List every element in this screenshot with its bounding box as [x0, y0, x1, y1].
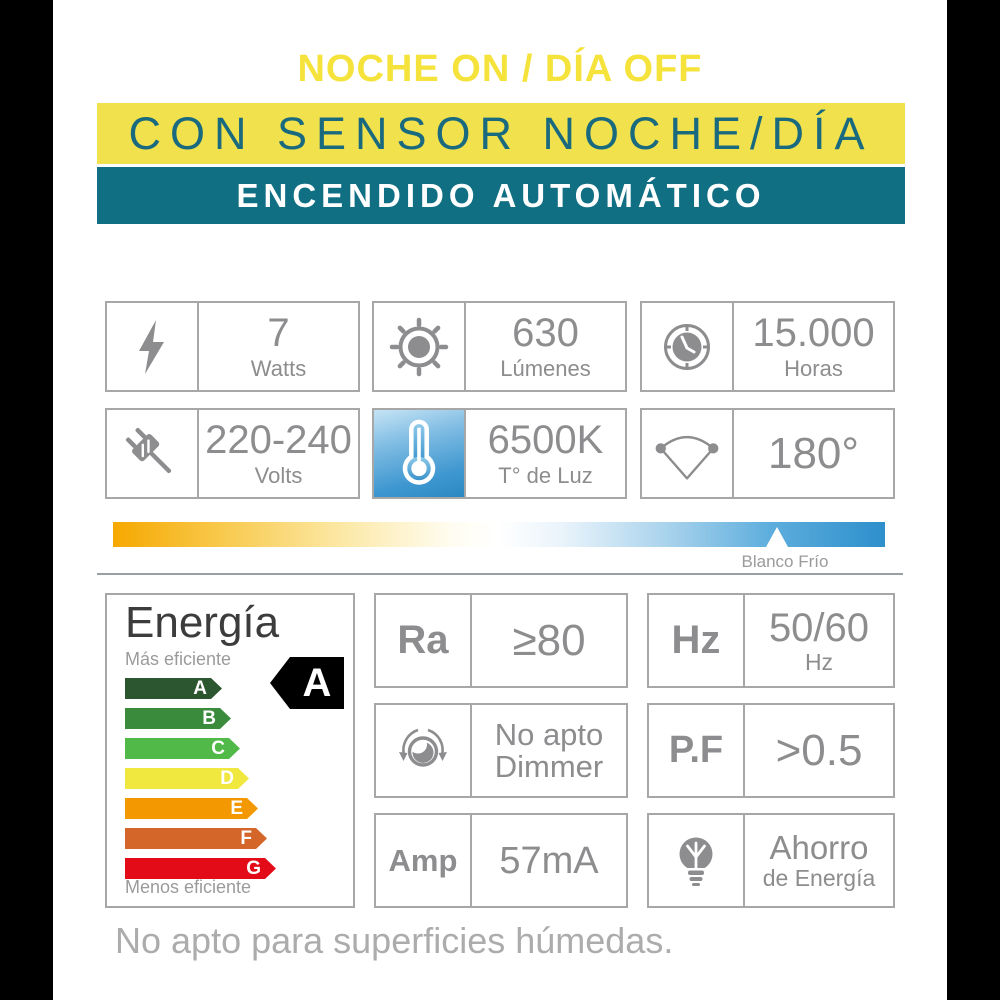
energy-class-A: A — [125, 678, 353, 699]
beam-angle-icon — [642, 410, 734, 497]
power-factor-key: P.F — [668, 729, 724, 771]
sensor-banner: CON SENSOR NOCHE/DÍA — [97, 103, 905, 164]
spec-value: 180° — [767, 428, 859, 478]
frequency-unit: Hz — [804, 648, 834, 675]
dimmer-line1: No apto — [494, 717, 604, 752]
spec-value: 6500K — [487, 418, 604, 462]
spec-energy-saving: Ahorro de Energía — [647, 813, 895, 908]
bulb-leaf-icon — [649, 815, 745, 906]
energy-bottom-note: Menos eficiente — [125, 877, 252, 897]
auto-on-banner: ENCENDIDO AUTOMÁTICO — [97, 167, 905, 224]
current-value: 57mA — [499, 839, 599, 882]
energy-saving-line2: de Energía — [762, 865, 876, 891]
current-key: Amp — [388, 842, 458, 878]
energy-class-G: G — [125, 858, 353, 879]
spec-value: 7 — [267, 311, 290, 355]
tagline: NOCHE ON / DÍA OFF — [297, 48, 703, 90]
thermometer-icon — [374, 410, 466, 497]
left-black-bar — [0, 0, 53, 1000]
energy-saving-line1: Ahorro — [769, 829, 869, 866]
spec-label: Lúmenes — [500, 356, 591, 381]
spec-value: 15.000 — [752, 311, 875, 355]
spec-hours: 15.000 Horas — [640, 301, 895, 392]
cri-key: Ra — [397, 618, 449, 662]
energy-rating-letter: A — [302, 660, 332, 705]
energy-rating-badge: A — [270, 657, 344, 709]
spec-frequency: Hz 50/60 Hz — [647, 593, 895, 688]
dimmer-icon — [376, 705, 472, 796]
spec-value: 630 — [512, 311, 579, 355]
spec-dimmer: No apto Dimmer — [374, 703, 628, 798]
spec-label: Horas — [784, 356, 843, 381]
energy-title: Energía — [125, 598, 280, 647]
energy-top-note: Más eficiente — [125, 649, 232, 669]
energy-class-C: C — [125, 738, 353, 759]
spec-value: 220-240 — [205, 418, 352, 462]
frequency-key: Hz — [671, 618, 721, 662]
dimmer-line2: Dimmer — [494, 749, 604, 784]
spec-volts: 220-240 Volts — [105, 408, 360, 499]
lightning-icon — [107, 303, 199, 390]
spec-label: Volts — [254, 463, 303, 488]
power-factor-value: >0.5 — [775, 725, 863, 775]
clock-icon — [642, 303, 734, 390]
spec-watts: 7 Watts — [105, 301, 360, 392]
footer-note: No apto para superficies húmedas. — [115, 920, 674, 961]
energy-class-D: D — [125, 768, 353, 789]
cri-value: ≥80 — [512, 615, 586, 665]
spec-color-temp: 6500K T° de Luz — [372, 408, 627, 499]
sun-icon — [374, 303, 466, 390]
right-black-bar — [947, 0, 1000, 1000]
scale-marker — [765, 527, 788, 547]
spec-cri: Ra ≥80 — [374, 593, 628, 688]
energy-class-E: E — [125, 798, 353, 819]
section-divider — [97, 573, 903, 575]
scale-marker-label: Blanco Frío — [741, 552, 829, 571]
spec-power-factor: P.F >0.5 — [647, 703, 895, 798]
spec-beam-angle: 180° — [640, 408, 895, 499]
energy-class-B: B — [125, 708, 353, 729]
spec-lumens: 630 Lúmenes — [372, 301, 627, 392]
color-temperature-scale — [113, 522, 885, 547]
energy-class-F: F — [125, 828, 353, 849]
plug-icon — [107, 410, 199, 497]
spec-label: T° de Luz — [498, 463, 593, 488]
spec-label: Watts — [250, 356, 307, 381]
frequency-value: 50/60 — [768, 605, 870, 650]
spec-current: Amp 57mA — [374, 813, 628, 908]
